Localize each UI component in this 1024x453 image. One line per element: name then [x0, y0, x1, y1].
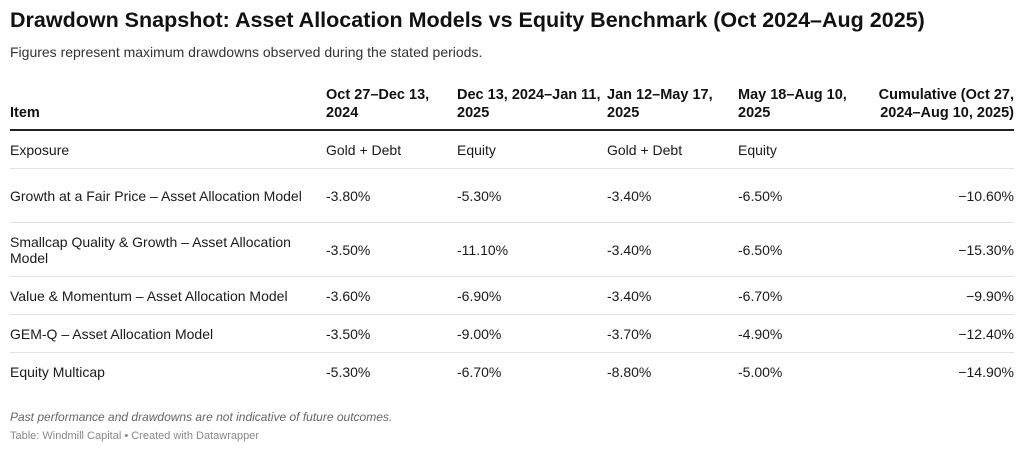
table-cell: −12.40%	[869, 314, 1014, 353]
table-cell: -6.50%	[738, 222, 869, 277]
table-cell: -6.70%	[738, 276, 869, 315]
table-cell: -6.50%	[738, 168, 869, 223]
chart-title: Drawdown Snapshot: Asset Allocation Mode…	[10, 8, 925, 32]
source-credit: Table: Windmill Capital • Created with D…	[10, 430, 260, 442]
table-cell: -3.40%	[607, 168, 738, 223]
column-header: Oct 27–Dec 13, 2024	[326, 86, 457, 131]
table-cell: -3.40%	[607, 276, 738, 315]
chart-subtitle: Figures represent maximum drawdowns obse…	[10, 44, 483, 60]
table-cell: Equity	[457, 130, 607, 169]
table-cell: Equity	[738, 130, 869, 169]
table-row: Exposure Gold + Debt Equity Gold + Debt …	[10, 130, 1014, 169]
table-header-row: Item Oct 27–Dec 13, 2024 Dec 13, 2024–Ja…	[10, 86, 1014, 131]
table-cell: -3.50%	[326, 222, 457, 277]
column-header: Jan 12–May 17, 2025	[607, 86, 738, 131]
table-cell: -8.80%	[607, 363, 652, 380]
table-cell	[869, 130, 1014, 169]
column-header: Cumulative (Oct 27, 2024–Aug 10, 2025)	[869, 86, 1014, 131]
table-cell: -9.00%	[457, 314, 607, 353]
column-header: Dec 13, 2024–Jan 11, 2025	[457, 86, 607, 131]
table-cell: -3.80%	[326, 168, 457, 223]
table-cell: -11.10%	[457, 222, 607, 277]
table-cell: −15.30%	[869, 222, 1014, 277]
table-cell: -4.90%	[738, 314, 869, 353]
table-cell: -5.30%	[457, 168, 607, 223]
table-cell: Gold + Debt	[326, 130, 457, 169]
row-label: Equity Multicap	[10, 363, 105, 380]
row-label: Smallcap Quality & Growth – Asset Alloca…	[10, 222, 326, 277]
table-row: GEM-Q – Asset Allocation Model -3.50% -9…	[10, 314, 1014, 353]
table-cell: -6.90%	[457, 276, 607, 315]
table-row: Growth at a Fair Price – Asset Allocatio…	[10, 168, 1014, 223]
drawdown-table: Item Oct 27–Dec 13, 2024 Dec 13, 2024–Ja…	[10, 86, 1014, 390]
table-cell: -3.40%	[607, 222, 738, 277]
table-cell: -6.70%	[457, 363, 502, 380]
table-row: Value & Momentum – Asset Allocation Mode…	[10, 276, 1014, 315]
table-cell: -3.70%	[607, 314, 738, 353]
column-header: Item	[10, 86, 326, 131]
table-cell: Gold + Debt	[607, 130, 738, 169]
column-header: May 18–Aug 10, 2025	[738, 86, 869, 131]
table-row: Equity Multicap -5.30% -6.70% -8.80% -5.…	[10, 353, 1014, 391]
table-cell: -3.60%	[326, 276, 457, 315]
footnote: Past performance and drawdowns are not i…	[10, 410, 393, 424]
table-cell: −14.90%	[958, 363, 1014, 380]
table-cell: -3.50%	[326, 314, 457, 353]
table-cell: −10.60%	[869, 168, 1014, 223]
table-cell: −9.90%	[869, 276, 1014, 315]
row-label: Growth at a Fair Price – Asset Allocatio…	[10, 168, 326, 223]
table-row: Smallcap Quality & Growth – Asset Alloca…	[10, 222, 1014, 277]
table-cell: -5.30%	[326, 363, 371, 380]
row-label: GEM-Q – Asset Allocation Model	[10, 314, 326, 353]
row-label: Exposure	[10, 130, 326, 169]
table-cell: -5.00%	[738, 363, 783, 380]
row-label: Value & Momentum – Asset Allocation Mode…	[10, 276, 326, 315]
